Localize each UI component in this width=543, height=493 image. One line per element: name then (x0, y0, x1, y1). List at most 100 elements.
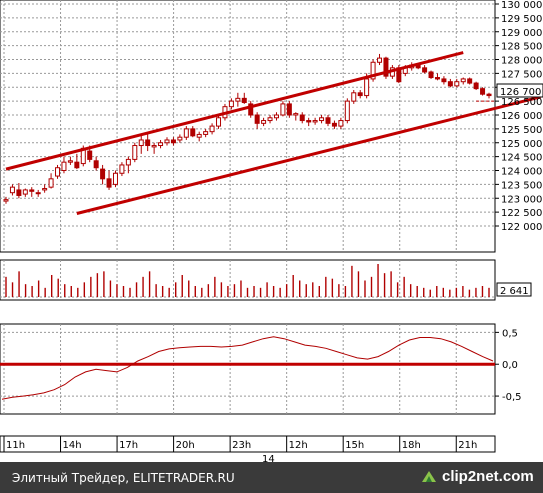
y-tick-label: 123 000 (501, 194, 542, 205)
clip2net-logo-icon (422, 471, 436, 482)
price-panel (0, 0, 496, 253)
candle-body (61, 161, 67, 172)
candle-body (248, 103, 254, 116)
y-tick-label: 125 500 (501, 125, 542, 136)
candle-body (312, 120, 318, 123)
x-tick-label: 15h (345, 440, 364, 451)
candle-body (35, 192, 41, 195)
candle-body (486, 93, 492, 97)
candle-body (338, 120, 344, 127)
candle-body (325, 117, 331, 124)
candle-body (177, 136, 183, 141)
candle-body (351, 92, 357, 102)
candle-body (344, 100, 350, 122)
candle-body (441, 78, 447, 83)
candle-body (87, 150, 93, 160)
last-volume-label: 2 641 (500, 286, 529, 297)
candle-body (467, 78, 473, 84)
candle-body (48, 178, 54, 188)
candle-body (183, 128, 189, 138)
price-candles (3, 53, 492, 204)
x-tick-label: 18h (402, 440, 421, 451)
last-volume-box (496, 282, 532, 297)
footer-bar: Элитный Трейдер, ELITETRADER.RU clip2net… (0, 462, 543, 493)
candle-body (460, 78, 466, 83)
candle-body (132, 145, 138, 160)
day-marker: 14 (262, 454, 275, 462)
candle-body (267, 117, 273, 122)
chart-canvas: 122 000 122 500 123 000 123 500 124 000 124 5… (0, 0, 543, 462)
candle-body (164, 139, 170, 144)
lower-trend-line (76, 95, 541, 215)
candle-body (67, 160, 73, 163)
candle-body (319, 117, 325, 122)
candle-body (364, 78, 370, 97)
candle-body (422, 67, 428, 73)
candle-body (145, 139, 151, 147)
x-tick-label: 23h (232, 440, 251, 451)
candle-body (377, 57, 383, 63)
candle-body (100, 168, 106, 180)
y-tick-label: 130 000 (501, 0, 542, 11)
candle-body (293, 113, 299, 116)
candle-body (9, 186, 15, 194)
candle-body (434, 77, 440, 80)
candle-body (138, 139, 144, 147)
candle-body (42, 188, 48, 191)
x-tick-label: 14h (63, 440, 82, 451)
price-y-axis: 122 000 122 500 123 000 123 500 124 000 124 5… (495, 0, 542, 233)
candle-body (235, 97, 241, 102)
last-price-box (496, 83, 543, 98)
source-text: Элитный Трейдер, ELITETRADER.RU (12, 471, 235, 485)
clip2net-brand: clip2net.com (442, 468, 534, 485)
candle-body (3, 199, 9, 202)
y-tick-label: 0,5 (502, 328, 518, 339)
candle-body (331, 122, 337, 127)
candle-body (119, 164, 125, 174)
x-tick-label: 21h (458, 440, 477, 451)
candle-body (158, 142, 164, 147)
candle-body (241, 97, 247, 104)
candle-body (473, 82, 479, 90)
candle-body (74, 161, 80, 169)
candle-body (106, 178, 112, 188)
y-tick-label: 126 500 (501, 97, 542, 108)
candle-body (190, 128, 196, 137)
candle-body (306, 120, 312, 123)
candle-body (196, 133, 202, 138)
candle-body (209, 125, 215, 133)
y-tick-label: 124 000 (501, 167, 542, 178)
candle-body (151, 145, 157, 148)
x-tick-label: 11h (6, 440, 25, 451)
candle-body (29, 189, 35, 192)
candle-body (125, 158, 131, 166)
x-axis-bar (0, 435, 496, 453)
y-tick-label: 129 500 (501, 14, 542, 25)
x-axis: 11h 14h 17h 20h 23h 12h 15h 18h 21h (3, 436, 477, 452)
candle-body (170, 139, 176, 144)
y-tick-label: 129 000 (501, 28, 542, 39)
candle-body (454, 81, 460, 87)
y-tick-label: -0,5 (502, 392, 522, 403)
candle-body (299, 114, 305, 122)
y-tick-label: 125 000 (501, 139, 542, 150)
last-price-label: 126 700 (500, 87, 541, 98)
price-grid (0, 0, 495, 252)
upper-trend-line (5, 51, 464, 171)
y-tick-label: 127 500 (501, 69, 542, 80)
y-tick-label: 126 000 (501, 111, 542, 122)
candle-body (203, 131, 209, 135)
y-tick-label: 128 000 (501, 56, 542, 67)
candle-body (447, 81, 453, 87)
candle-body (216, 117, 222, 127)
candle-body (261, 120, 267, 124)
candle-body (55, 167, 61, 177)
candle-body (112, 172, 118, 185)
candle-body (254, 114, 260, 124)
y-tick-label: 122 500 (501, 208, 542, 219)
candle-body (383, 57, 389, 77)
candle-body (22, 189, 28, 195)
volume-bars (5, 264, 490, 297)
candle-body (93, 160, 99, 169)
candle-body (357, 92, 363, 97)
